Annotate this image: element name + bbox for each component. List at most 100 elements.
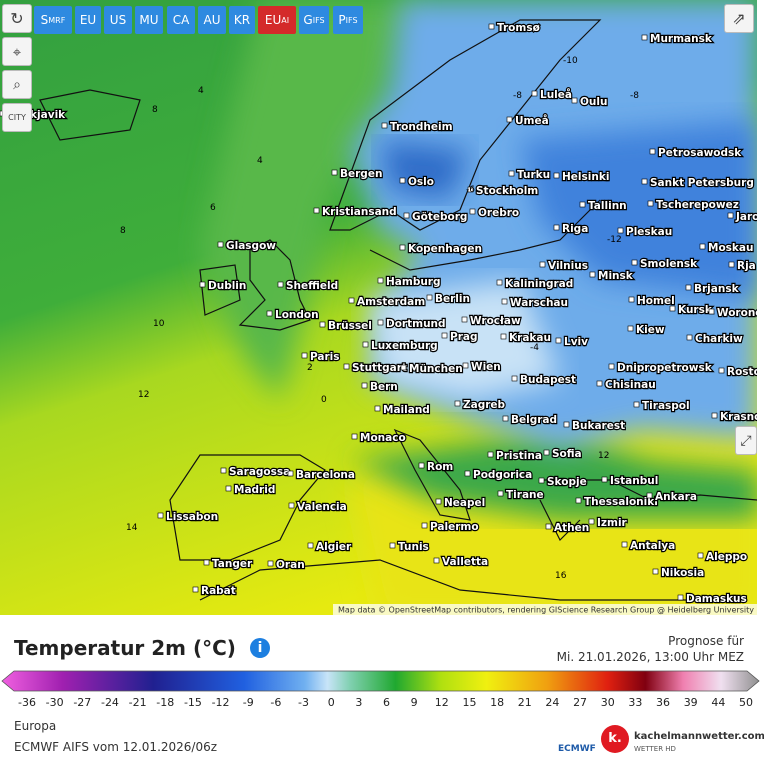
isotherm-label: 4: [198, 86, 204, 96]
city-label: Tiraspol: [642, 400, 690, 412]
city-marker: [508, 170, 515, 177]
city-marker: [301, 352, 308, 359]
isotherm-label: 0: [321, 395, 327, 405]
city-marker: [377, 277, 384, 284]
city-label: Rabat: [201, 585, 236, 597]
locate-button[interactable]: ⌖: [2, 37, 32, 66]
city-marker: [538, 477, 545, 484]
city-label: Warschau: [510, 297, 568, 309]
button-label: MU: [139, 13, 159, 27]
city-label: Homel: [637, 295, 675, 307]
map-model-button[interactable]: S MRF: [34, 6, 72, 34]
color-bar: [1, 670, 760, 692]
map-model-button[interactable]: MU: [135, 6, 163, 34]
city-label: Tallinn: [588, 200, 627, 212]
city-marker: [217, 241, 224, 248]
legend-tick-label: 50: [739, 696, 753, 709]
info-button[interactable]: i: [250, 638, 270, 658]
city-marker: [225, 485, 232, 492]
legend-tick-label: 21: [517, 696, 532, 709]
city-marker: [685, 284, 692, 291]
isotherm-label: 2: [307, 363, 313, 373]
city-marker: [313, 207, 320, 214]
city-label: Petrosawodsk: [658, 147, 742, 159]
city-marker: [531, 90, 538, 97]
city-marker: [157, 512, 164, 519]
city-marker: [617, 227, 624, 234]
city-marker: [553, 172, 560, 179]
isotherm-label: 12: [598, 451, 609, 461]
city-marker: [575, 497, 582, 504]
city-marker: [646, 492, 653, 499]
ecmwf-logo: ECMWF: [558, 744, 596, 754]
city-marker: [728, 261, 735, 268]
city-button[interactable]: CITY: [2, 103, 32, 132]
city-label: Tirane: [506, 489, 544, 501]
map-model-button[interactable]: KR: [229, 6, 255, 34]
legend-tick-label: 30: [600, 696, 615, 709]
expand-button[interactable]: ⤢: [735, 426, 757, 455]
city-label: Tanger: [212, 558, 253, 570]
map-model-button[interactable]: CA: [167, 6, 195, 34]
forecast-time: Mi. 21.01.2026, 13:00 Uhr MEZ: [556, 650, 744, 664]
legend-tick-label: 27: [573, 696, 588, 709]
city-marker: [462, 362, 469, 369]
city-marker: [319, 321, 326, 328]
city-label: Neapel: [444, 497, 485, 509]
isotherm-label: 14: [126, 523, 138, 533]
city-marker: [433, 557, 440, 564]
city-label: Sankt Petersburg: [650, 177, 754, 189]
city-marker: [686, 334, 693, 341]
city-label: Krakau: [509, 332, 551, 344]
share-button[interactable]: ⇗: [724, 4, 754, 33]
city-marker: [647, 200, 654, 207]
city-label: Moskau: [708, 242, 753, 254]
city-label: Berlin: [435, 293, 470, 305]
map-model-button[interactable]: US: [104, 6, 132, 34]
city-label: Stockholm: [476, 185, 538, 197]
city-marker: [718, 367, 725, 374]
brand-logo: k.: [601, 725, 629, 753]
map-model-button[interactable]: P IFS: [333, 6, 363, 34]
button-sub: AI: [281, 15, 290, 25]
city-label: Sofia: [552, 448, 582, 460]
city-marker: [596, 380, 603, 387]
map-model-button[interactable]: AU: [198, 6, 226, 34]
city-marker: [426, 294, 433, 301]
isotherm-label: 8: [152, 105, 158, 115]
zoom-button[interactable]: ⌕: [2, 70, 32, 99]
map-model-button[interactable]: G IFS: [299, 6, 329, 34]
button-label: CA: [172, 13, 190, 27]
city-marker: [348, 297, 355, 304]
button-sub: MRF: [48, 15, 66, 25]
city-label: Izmir: [597, 517, 628, 529]
city-marker: [399, 177, 406, 184]
legend-tick-label: 12: [434, 696, 449, 709]
map-model-button[interactable]: EU AI: [258, 6, 296, 34]
refresh-button[interactable]: ↻: [2, 4, 32, 33]
city-marker: [631, 259, 638, 266]
legend-tick-label: 9: [410, 696, 418, 709]
city-label: Glasgow: [226, 240, 276, 252]
map-model-button[interactable]: EU: [75, 6, 101, 34]
city-marker: [621, 541, 628, 548]
city-label: München: [409, 363, 463, 375]
city-marker: [571, 97, 578, 104]
city-marker: [192, 586, 199, 593]
city-label: Palermo: [430, 521, 479, 533]
city-marker: [601, 476, 608, 483]
city-label: Antalya: [630, 540, 675, 552]
city-label: Algier: [316, 541, 352, 553]
city-label: Rja: [737, 260, 756, 272]
isotherm-label: -6: [466, 185, 475, 195]
city-marker: [199, 281, 206, 288]
city-label: Kaliningrad: [505, 278, 573, 290]
city-label: Damaskus: [686, 593, 747, 605]
button-sub: IFS: [312, 15, 325, 25]
city-label: Bern: [370, 381, 398, 393]
city-marker: [589, 271, 596, 278]
legend-tick-label: 18: [490, 696, 505, 709]
button-label: P: [338, 13, 346, 27]
city-marker: [608, 363, 615, 370]
